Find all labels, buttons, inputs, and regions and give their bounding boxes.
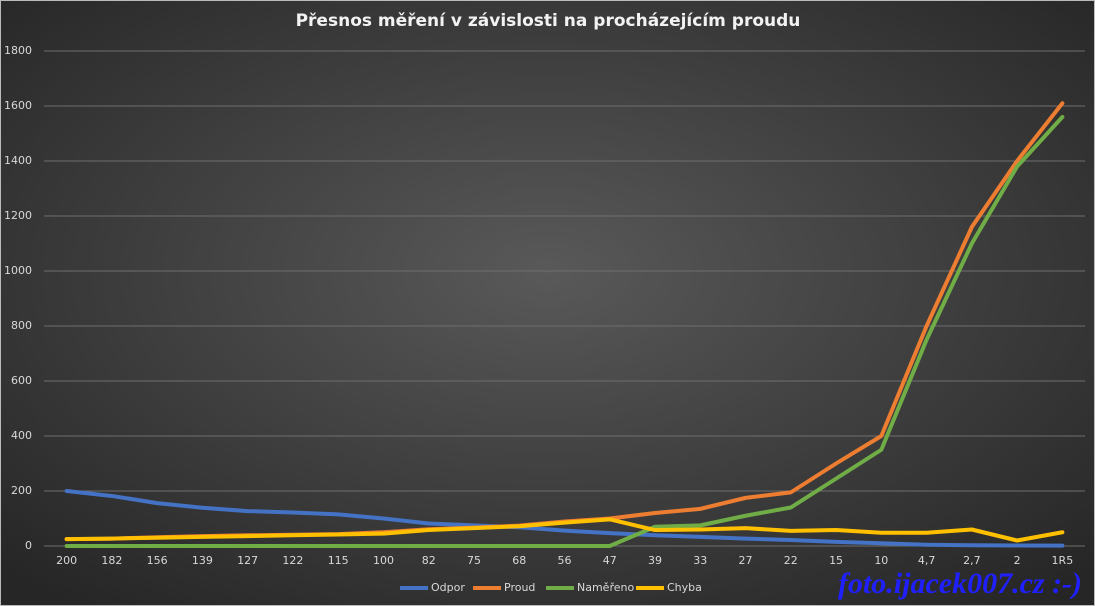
x-tick-label: 200 bbox=[56, 554, 77, 567]
x-tick-label: 122 bbox=[282, 554, 303, 567]
legend-label: Odpor bbox=[431, 581, 465, 594]
x-tick-label: 2 bbox=[1014, 554, 1021, 567]
x-tick-label: 1R5 bbox=[1052, 554, 1074, 567]
line-series bbox=[64, 489, 1065, 548]
x-tick-label: 2,7 bbox=[963, 554, 981, 567]
y-tick-label: 600 bbox=[11, 374, 32, 387]
chart-title: Přesnos měření v závislosti na procházej… bbox=[296, 11, 801, 31]
y-tick-label: 200 bbox=[11, 484, 32, 497]
y-tick-label: 1600 bbox=[4, 99, 32, 112]
x-tick-label: 68 bbox=[512, 554, 526, 567]
x-tick-label: 39 bbox=[648, 554, 662, 567]
x-tick-label: 47 bbox=[603, 554, 617, 567]
y-tick-label: 800 bbox=[11, 319, 32, 332]
x-tick-label: 156 bbox=[147, 554, 168, 567]
x-tick-label: 75 bbox=[467, 554, 481, 567]
y-tick-label: 1800 bbox=[4, 44, 32, 57]
x-tick-label: 10 bbox=[874, 554, 888, 567]
line-series bbox=[64, 115, 1065, 548]
x-tick-label: 127 bbox=[237, 554, 258, 567]
legend-label: Proud bbox=[504, 581, 535, 594]
x-tick-label: 27 bbox=[739, 554, 753, 567]
y-tick-label: 400 bbox=[11, 429, 32, 442]
x-tick-label: 82 bbox=[422, 554, 436, 567]
y-tick-label: 1200 bbox=[4, 209, 32, 222]
x-tick-label: 139 bbox=[192, 554, 213, 567]
x-tick-label: 33 bbox=[693, 554, 707, 567]
y-tick-label: 0 bbox=[25, 539, 32, 552]
watermark: foto.ijacek007.cz :-) bbox=[838, 567, 1082, 600]
y-tick-label: 1000 bbox=[4, 264, 32, 277]
line-series bbox=[64, 517, 1065, 543]
x-tick-label: 100 bbox=[373, 554, 394, 567]
legend-label: Naměřeno bbox=[577, 581, 634, 594]
legend-label: Chyba bbox=[667, 581, 702, 594]
y-tick-label: 1400 bbox=[4, 154, 32, 167]
x-tick-label: 22 bbox=[784, 554, 798, 567]
x-tick-label: 4,7 bbox=[918, 554, 936, 567]
x-tick-label: 115 bbox=[328, 554, 349, 567]
x-tick-label: 182 bbox=[101, 554, 122, 567]
x-tick-label: 15 bbox=[829, 554, 843, 567]
x-tick-label: 56 bbox=[558, 554, 572, 567]
